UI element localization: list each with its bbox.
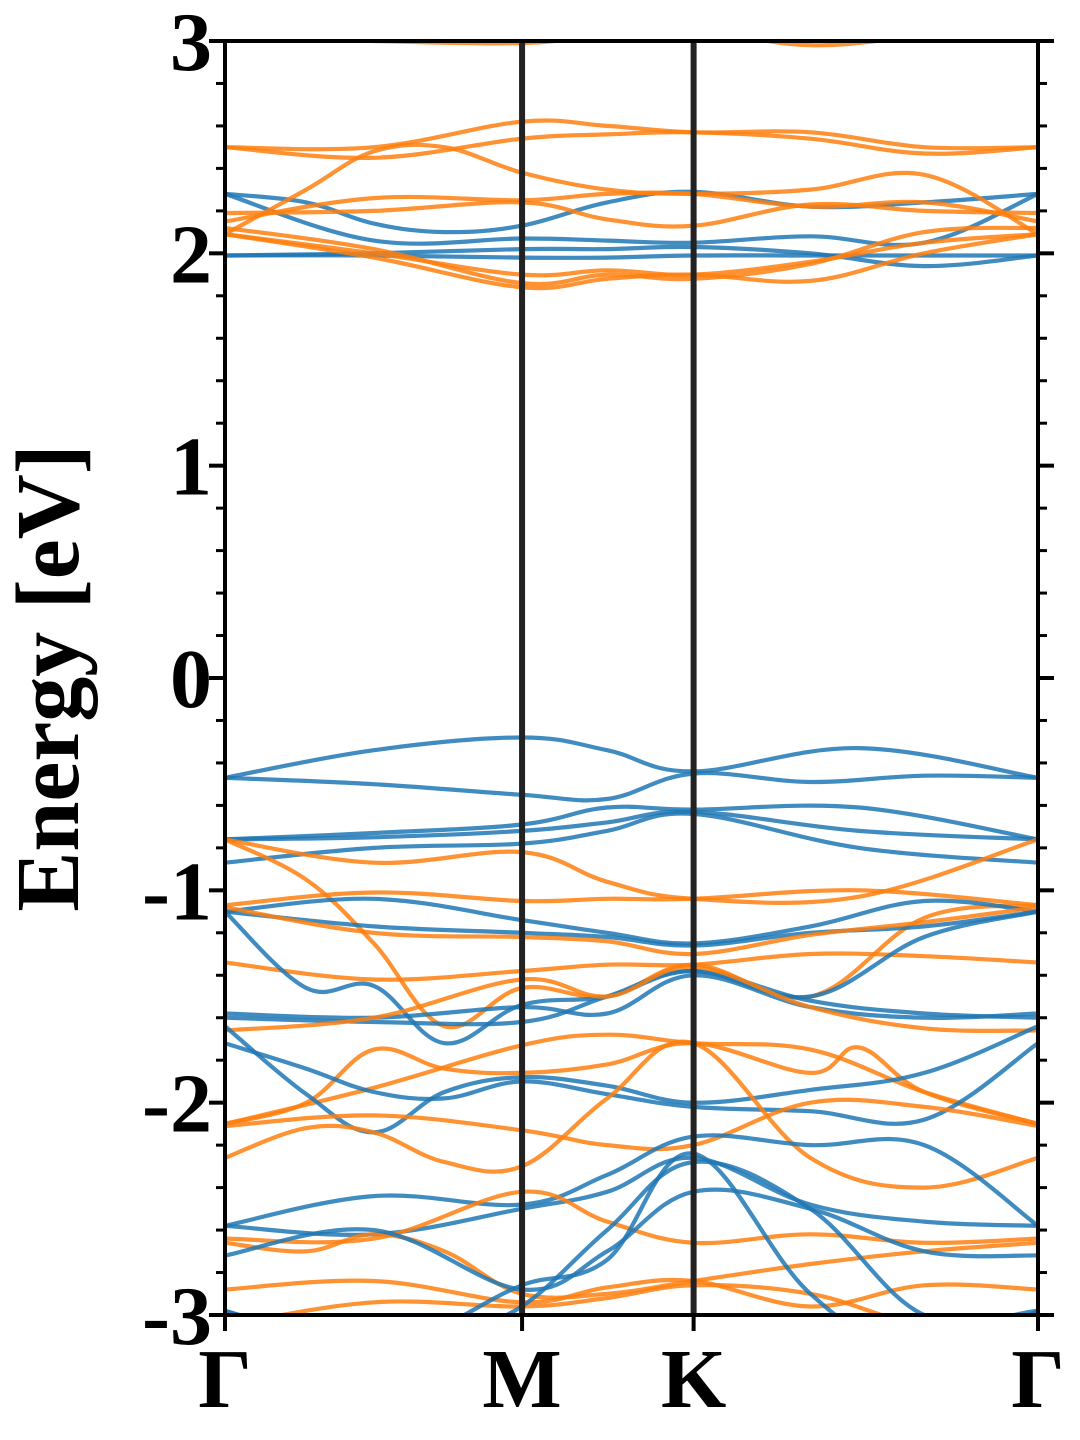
band-line-21 <box>225 1039 1038 1190</box>
x-tick-label: K <box>661 1333 726 1426</box>
band-line-6 <box>225 888 1038 908</box>
y-tick-label: -3 <box>142 1270 212 1363</box>
band-line-25 <box>225 1232 1038 1300</box>
band-line-18 <box>225 1024 1038 1135</box>
band-line-38 <box>225 190 1038 224</box>
y-axis-ticks: 3 2 1 0 -1 -2 -3 <box>142 0 1054 1363</box>
band-line-36 <box>225 130 1038 161</box>
band-line-29 <box>225 1151 1038 1315</box>
band-line-43 <box>294 41 896 48</box>
band-line-22 <box>225 1133 1038 1228</box>
band-line-40 <box>225 232 1038 278</box>
band-line-42 <box>225 225 1038 287</box>
band-line-15 <box>225 964 1038 1033</box>
x-tick-label: Γ <box>198 1333 251 1426</box>
band-line-20 <box>225 1097 1038 1152</box>
y-tick-label: 0 <box>170 633 212 726</box>
band-line-19 <box>225 1041 1038 1126</box>
band-line-28 <box>270 1283 889 1315</box>
band-line-30 <box>225 1159 1038 1315</box>
band-line-4 <box>225 811 1038 865</box>
band-line-37 <box>225 142 1038 237</box>
band-line-2 <box>225 803 1038 842</box>
band-line-34 <box>225 189 1038 235</box>
x-tick-label: M <box>482 1333 561 1426</box>
band-line-1 <box>225 770 1038 803</box>
y-tick-label: -2 <box>142 1058 212 1151</box>
band-line-7 <box>225 837 1038 1030</box>
band-line-11 <box>225 951 1038 982</box>
y-tick-label: -1 <box>142 845 212 938</box>
band-line-5 <box>225 837 1038 905</box>
band-line-16 <box>225 1032 1038 1126</box>
high-symmetry-lines <box>519 41 697 1315</box>
band-line-27 <box>225 1277 1038 1309</box>
band-line-9 <box>225 909 1038 948</box>
band-line-17 <box>225 1041 1038 1126</box>
band-line-35 <box>225 118 1038 152</box>
band-line-8 <box>225 896 1038 946</box>
band-line-3 <box>225 809 1038 842</box>
x-tick-label: Γ <box>1011 1333 1064 1426</box>
y-tick-label: 3 <box>170 0 212 89</box>
band-lines <box>225 41 1038 1315</box>
band-line-39 <box>225 200 1038 229</box>
y-axis-label: Energy [eV] <box>0 444 98 911</box>
y-tick-label: 2 <box>170 208 212 301</box>
band-line-26 <box>225 1187 1038 1292</box>
band-line-0 <box>225 735 1038 780</box>
band-line-10 <box>225 905 1038 957</box>
band-line-12 <box>225 909 1038 1046</box>
y-tick-label: 1 <box>170 421 212 514</box>
